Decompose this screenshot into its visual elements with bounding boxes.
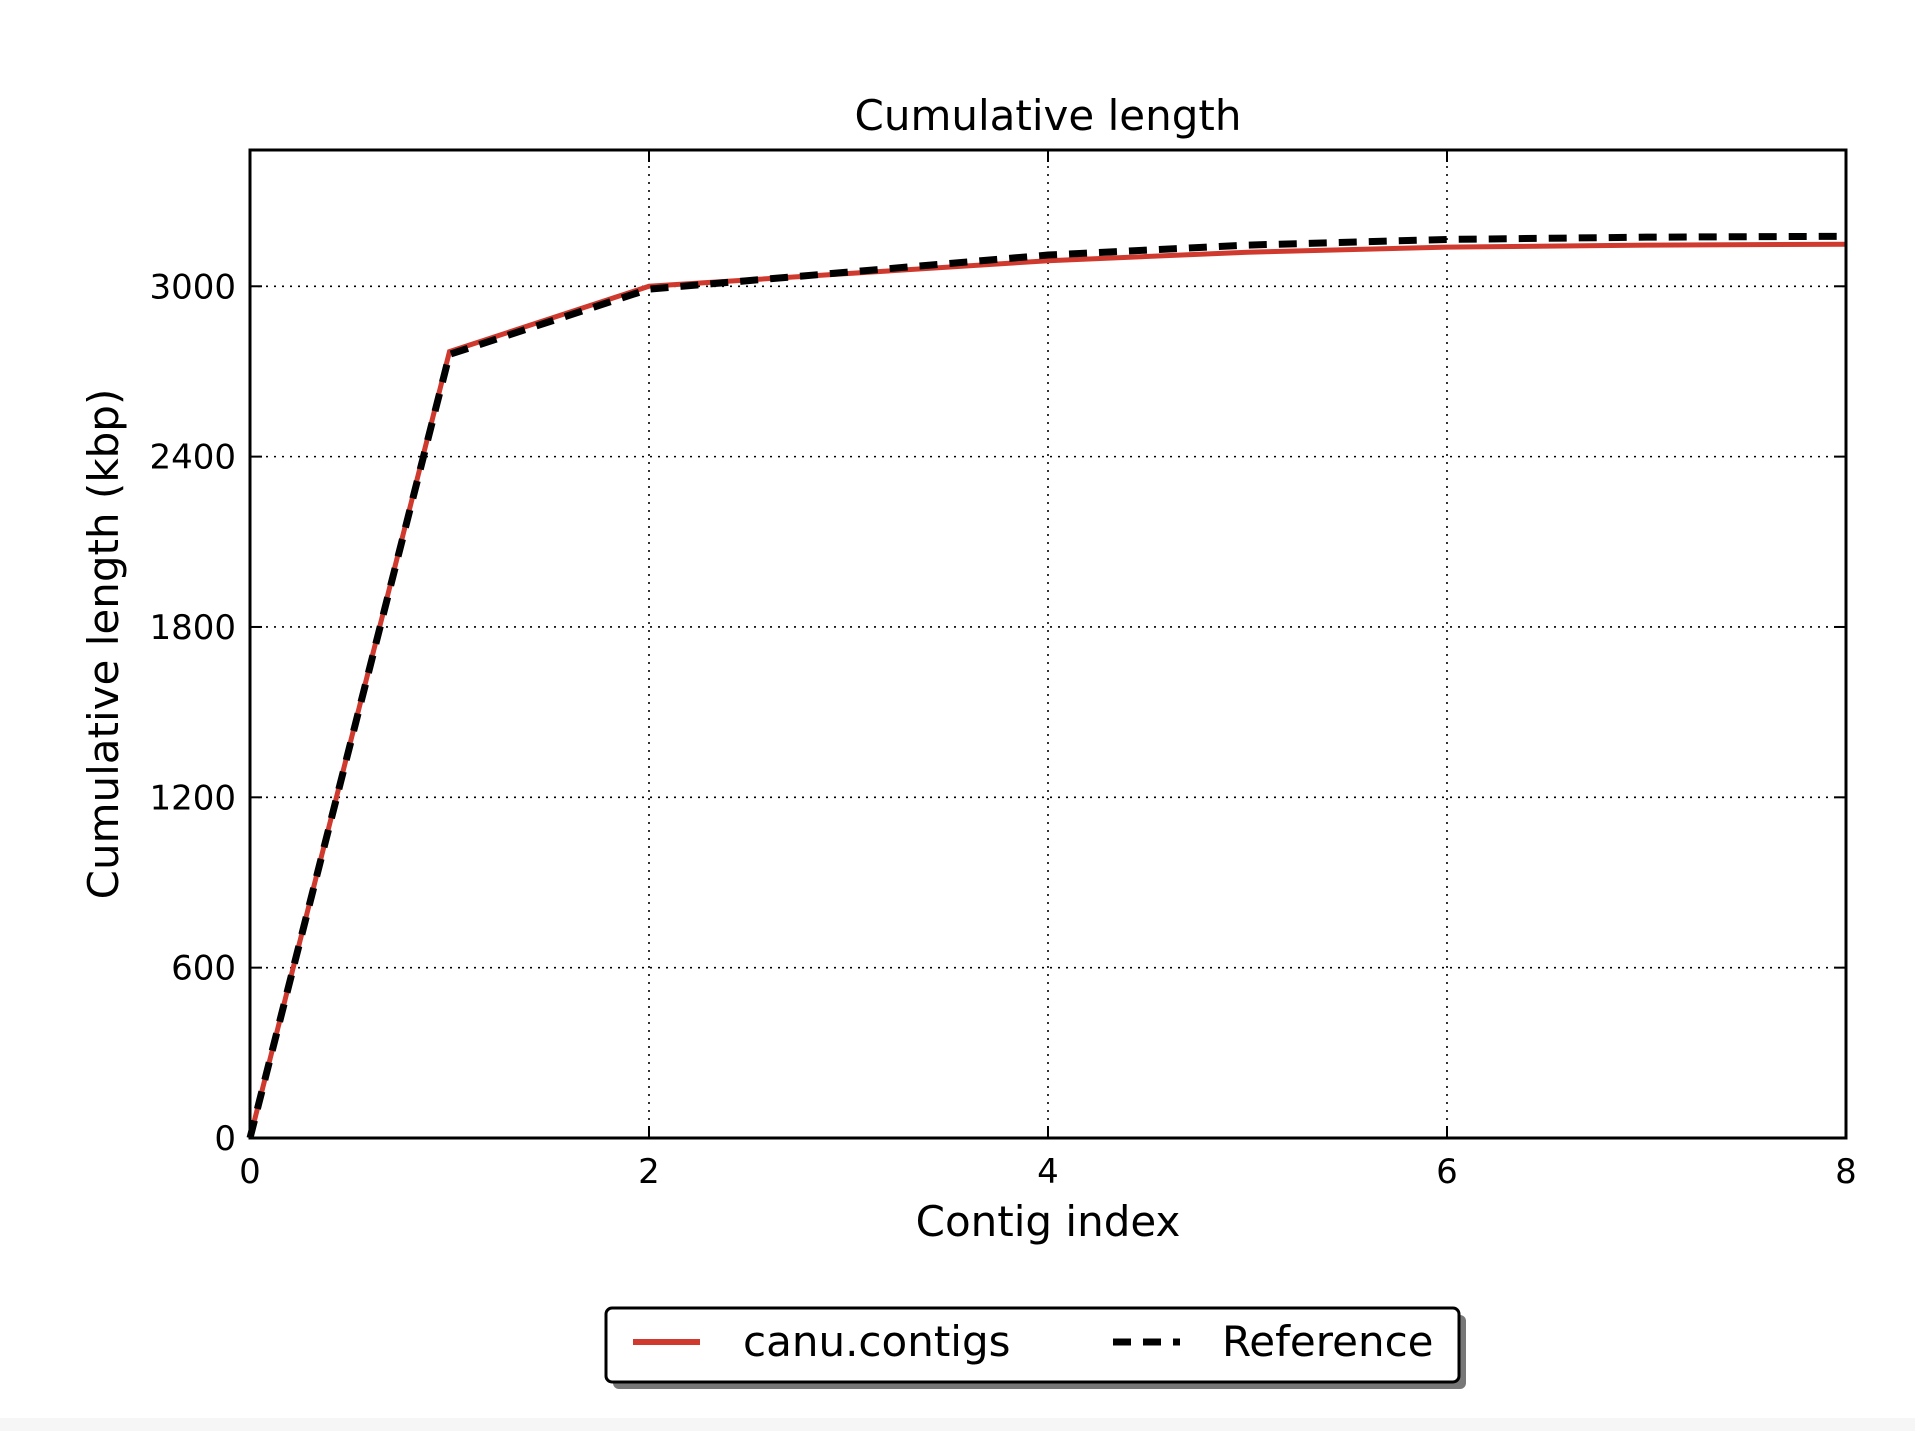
x-axis-label: Contig index bbox=[916, 1197, 1181, 1246]
chart-title: Cumulative length bbox=[855, 91, 1242, 140]
window-bottom-strip bbox=[0, 1418, 1915, 1431]
x-tick-label: 8 bbox=[1835, 1152, 1857, 1192]
tick-layer: 0 2 4 6 8 0 600 1200 1800 2400 3000 bbox=[149, 150, 1857, 1192]
legend-box bbox=[604, 1306, 1461, 1384]
legend: canu.contigs Reference bbox=[604, 1306, 1466, 1389]
y-tick-label: 3000 bbox=[149, 267, 236, 307]
x-tick-label: 6 bbox=[1436, 1152, 1458, 1192]
y-tick-label: 1200 bbox=[149, 778, 236, 818]
y-tick-label: 0 bbox=[214, 1119, 236, 1159]
series-layer bbox=[246, 232, 1847, 1139]
x-tick-label: 0 bbox=[239, 1152, 261, 1192]
legend-label-canu-contigs: canu.contigs bbox=[743, 1317, 1011, 1366]
x-tick-label: 4 bbox=[1037, 1152, 1059, 1192]
legend-label-reference: Reference bbox=[1222, 1317, 1434, 1366]
y-tick-label: 2400 bbox=[149, 438, 236, 478]
x-tick-label: 2 bbox=[638, 1152, 660, 1192]
y-tick-label: 600 bbox=[171, 949, 236, 989]
series-line-reference bbox=[246, 232, 1847, 1139]
y-axis-label: Cumulative length (kbp) bbox=[79, 389, 128, 900]
grid-layer bbox=[250, 150, 1846, 1138]
y-tick-label: 1800 bbox=[149, 608, 236, 648]
